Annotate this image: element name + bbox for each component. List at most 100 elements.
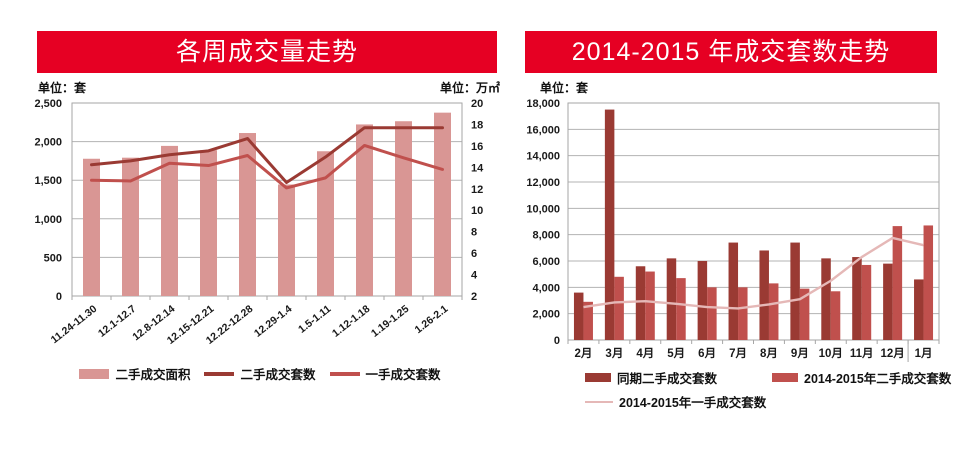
secondary-axis-tick-label: 20 (471, 98, 483, 110)
bar-secondhand (707, 287, 717, 340)
y-axis-tick-label: 12,000 (526, 177, 560, 189)
legend-item-same-period: 同期二手成交套数 (585, 368, 717, 387)
month-label: 4月 (636, 347, 654, 360)
y-axis-tick-label: 1,000 (34, 214, 62, 226)
y-axis-tick-label: 2,500 (34, 98, 62, 110)
weekly-chart-title: 各周成交量走势 (175, 37, 358, 66)
bar-swatch-icon (772, 373, 798, 382)
bar-swatch-icon (79, 368, 110, 379)
bar-same-period (604, 109, 615, 340)
secondary-axis-tick-label: 6 (471, 248, 477, 260)
legend-label: 二手成交面积 (115, 368, 191, 382)
line-swatch-icon (204, 371, 235, 376)
secondary-axis-tick-label: 12 (471, 184, 483, 196)
bar-secondhand (583, 301, 593, 340)
bar-area (434, 112, 451, 297)
y-axis-tick-label: 1,500 (34, 175, 62, 187)
bar-secondhand (614, 276, 624, 340)
bar-swatch-icon (585, 373, 611, 382)
yearly-axis-unit-label: 单位：套 (540, 81, 589, 95)
weekly-chart-title-banner: 各周成交量走势 (37, 31, 497, 73)
legend-label: 2014-2015年二手成交套数 (804, 372, 952, 386)
y-axis-tick-label: 4,000 (532, 282, 560, 294)
weekly-left-axis-unit-label: 单位：套 (38, 81, 87, 95)
bar-same-period (821, 258, 831, 340)
bar-same-period (914, 279, 924, 340)
y-axis-tick-label: 0 (554, 335, 560, 347)
y-axis-tick-label: 18,000 (526, 98, 560, 110)
month-label: 1月 (915, 347, 933, 360)
secondary-axis-tick-label: 2 (471, 291, 477, 303)
bar-same-period (666, 258, 677, 340)
bar-secondhand (738, 287, 748, 340)
y-axis-tick-label: 500 (44, 252, 62, 264)
secondary-axis-tick-label: 18 (471, 119, 483, 131)
month-label: 5月 (667, 347, 685, 360)
y-axis-tick-label: 2,000 (34, 137, 62, 149)
month-label: 3月 (605, 347, 623, 360)
y-axis-tick-label: 16,000 (526, 124, 560, 136)
bar-secondhand (923, 225, 934, 340)
secondary-axis-tick-label: 14 (471, 162, 484, 174)
bar-same-period (883, 263, 893, 340)
month-label: 6月 (698, 347, 716, 360)
bar-same-period (573, 292, 584, 340)
secondary-axis-tick-label: 16 (471, 141, 483, 153)
y-axis-tick-label: 14,000 (526, 151, 560, 163)
bar-same-period (728, 242, 739, 340)
y-axis-tick-label: 2,000 (532, 309, 560, 321)
line-swatch-icon (329, 371, 360, 376)
legend-item-secondhand-2014-2015: 2014-2015年二手成交套数 (772, 368, 951, 387)
legend-item-firsthand-2014-2015: 2014-2015年一手成交套数 (585, 392, 766, 411)
bar-same-period (635, 266, 646, 340)
legend-label: 二手成交套数 (240, 368, 316, 382)
line-swatch-icon (585, 400, 613, 403)
y-axis-tick-label: 8,000 (532, 230, 560, 242)
bar-secondhand (830, 291, 841, 340)
month-label: 2月 (575, 347, 593, 360)
month-label: 10月 (819, 347, 843, 360)
bar-area (200, 150, 217, 296)
category-label: 1.19-1.25 (369, 303, 411, 340)
legend-item-firsthand-units: 一手成交套数 (329, 364, 441, 383)
secondary-axis-tick-label: 4 (471, 270, 478, 282)
weekly-right-axis-unit-label: 单位：万㎡ (439, 81, 500, 95)
month-label: 11月 (850, 347, 874, 360)
line-secondhand-units (90, 126, 444, 185)
category-label: 11.24-11.30 (49, 303, 100, 346)
line-firsthand-units (90, 143, 444, 190)
yearly-chart-title-banner: 2014-2015 年成交套数走势 (525, 31, 937, 73)
bar-secondhand (892, 226, 903, 340)
legend-label: 同期二手成交套数 (617, 372, 718, 386)
month-label: 9月 (791, 347, 809, 360)
bar-secondhand (861, 264, 872, 340)
y-axis-tick-label: 6,000 (532, 256, 560, 268)
weekly-chart-legend: 二手成交面积 二手成交套数 一手成交套数 (40, 364, 480, 383)
bar-area (356, 124, 373, 296)
category-label: 1.26-2.1 (413, 303, 451, 336)
bar-area (239, 133, 256, 296)
category-label: 1.5-1.11 (296, 303, 333, 336)
bar-secondhand (645, 271, 655, 340)
legend-label: 2014-2015年一手成交套数 (619, 396, 767, 410)
y-axis-tick-label: 10,000 (526, 203, 560, 215)
yearly-units-chart: 18,000 16,000 14,000 12,000 10,000 8,000 6,000… (526, 98, 940, 362)
line-firsthand (583, 236, 924, 310)
bar-area (122, 157, 139, 296)
bar-secondhand (768, 283, 779, 340)
category-label: 1.12-1.18 (330, 303, 372, 340)
y-axis-tick-label: 0 (56, 291, 62, 303)
bar-area (278, 184, 295, 296)
weekly-volume-chart: 2,500 2,000 1,500 1,000 500 0 20 18 16 14 12 10 8 6 4 2… (34, 98, 484, 347)
legend-item-secondhand-units: 二手成交套数 (204, 364, 316, 383)
secondary-axis-tick-label: 10 (471, 205, 483, 217)
bar-area (161, 145, 178, 296)
bar-secondhand (799, 288, 810, 340)
month-label: 12月 (880, 347, 904, 360)
bar-secondhand (676, 278, 686, 340)
bar-area (395, 121, 412, 296)
bar-area (317, 151, 334, 296)
bar-same-period (759, 250, 769, 340)
legend-label: 一手成交套数 (365, 368, 441, 382)
